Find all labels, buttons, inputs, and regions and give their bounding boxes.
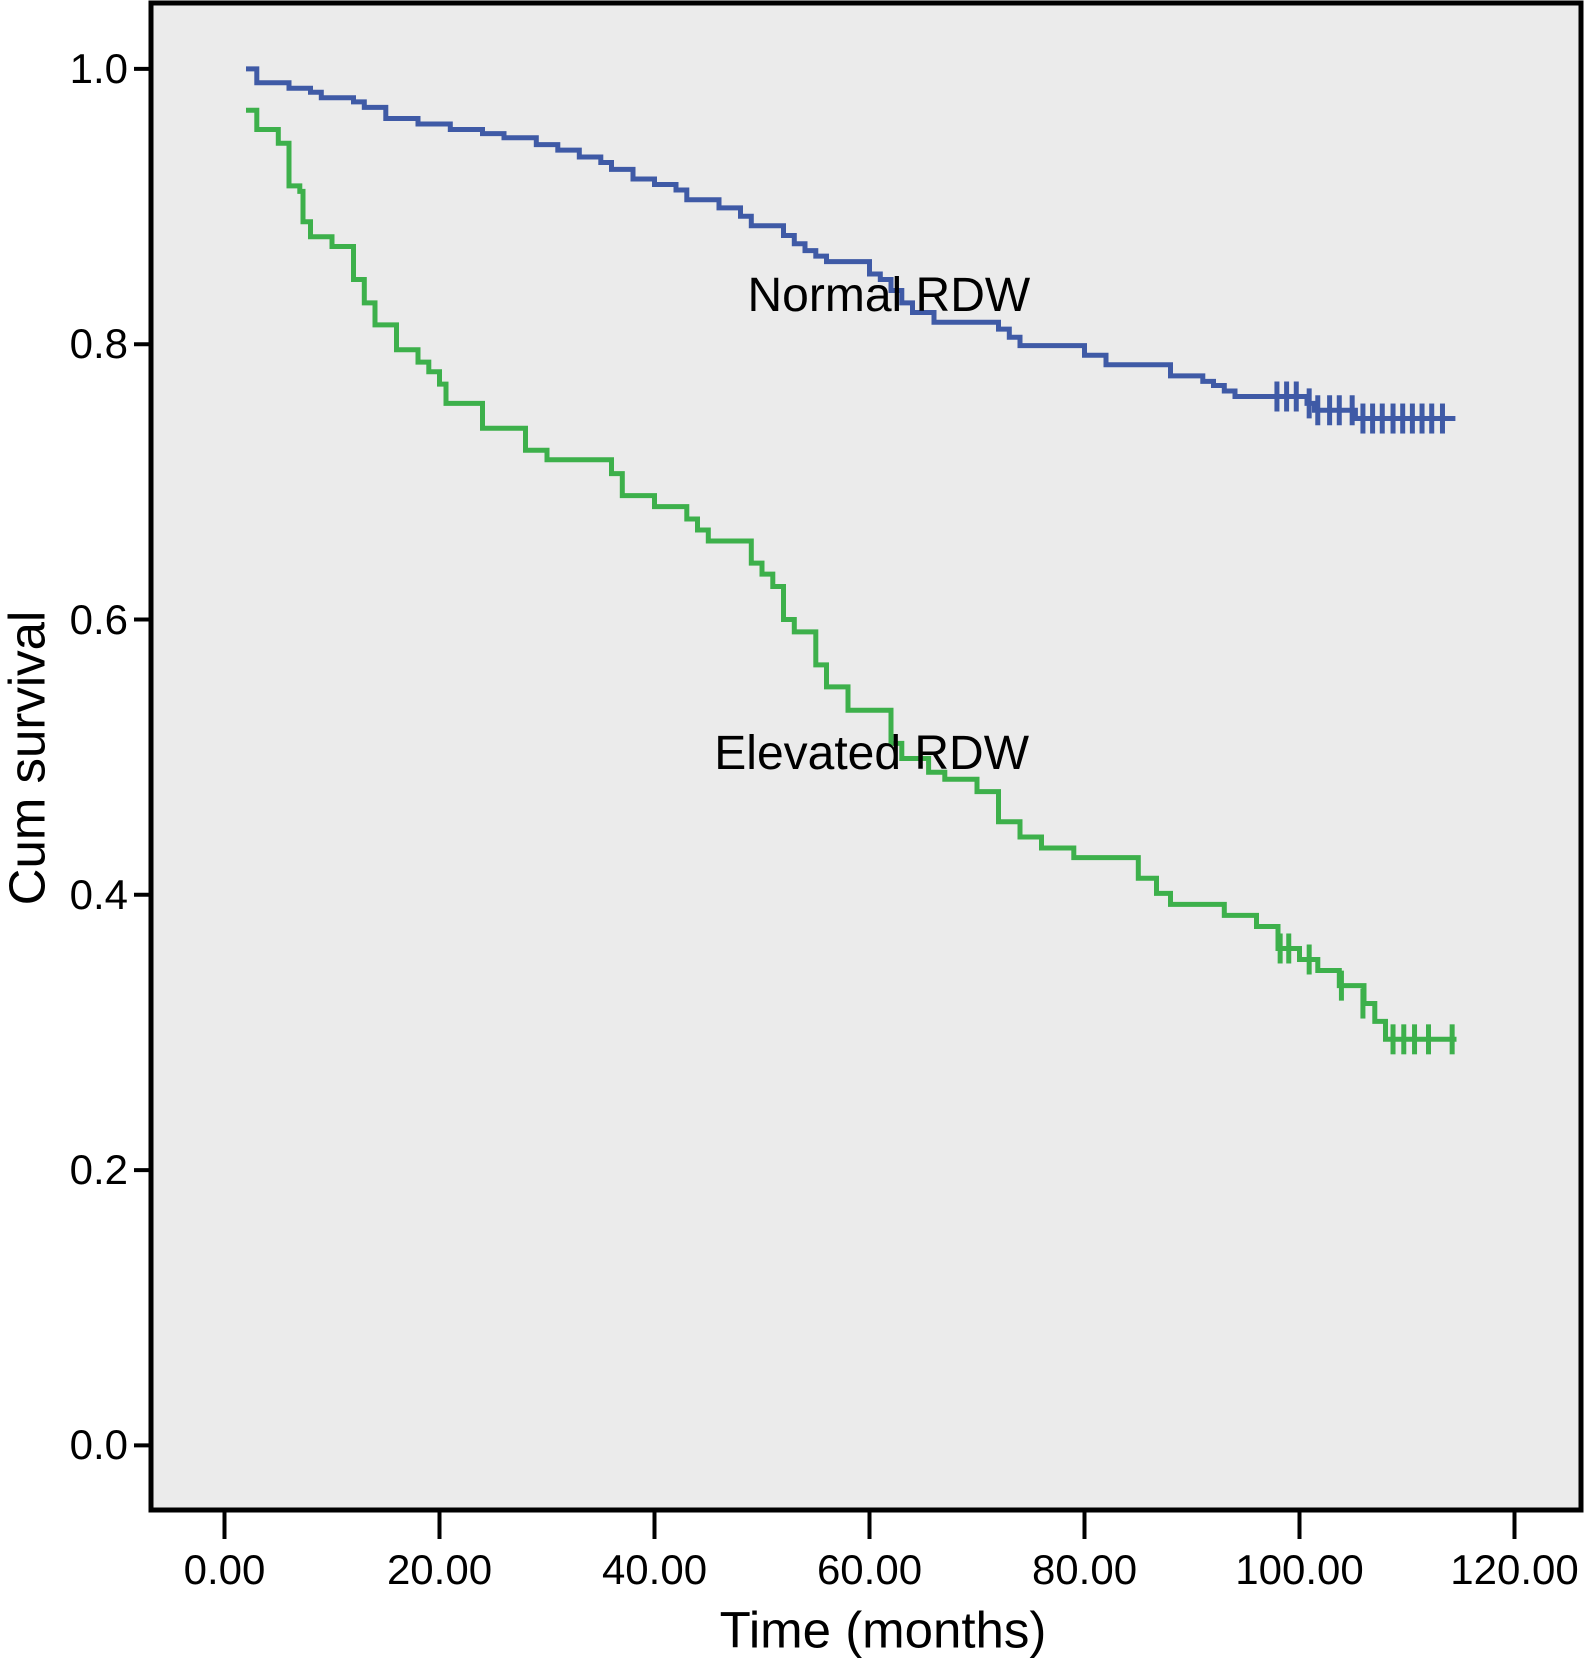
curve-label-elevated-rdw: Elevated RDW	[714, 727, 1030, 781]
x-tick-label: 100.00	[1235, 1546, 1364, 1593]
x-tick-label: 0.00	[183, 1546, 266, 1593]
y-tick-label: 0.8	[69, 320, 128, 368]
y-axis-title: Cum survival	[0, 610, 56, 906]
survival-curve-elevated-rdw	[246, 107, 1457, 1042]
curve-label-normal-rdw: Normal RDW	[747, 269, 1031, 323]
x-axis-title: Time (months)	[719, 1601, 1047, 1659]
x-tick-label: 60.00	[816, 1546, 923, 1593]
x-tick-label: 20.00	[386, 1546, 493, 1593]
x-tick-label: 120.00	[1450, 1546, 1579, 1593]
survival-curve-normal-rdw	[246, 66, 1456, 421]
y-tick-label: 0.4	[69, 870, 128, 918]
x-tick-label: 80.00	[1031, 1546, 1138, 1593]
x-tick-label: 40.00	[601, 1546, 708, 1593]
y-tick-label: 1.0	[69, 44, 128, 92]
plot-area	[148, 0, 1584, 1513]
y-tick-label: 0.6	[69, 595, 128, 643]
y-tick-label: 0.0	[69, 1421, 128, 1469]
y-tick-label: 0.2	[69, 1146, 128, 1194]
